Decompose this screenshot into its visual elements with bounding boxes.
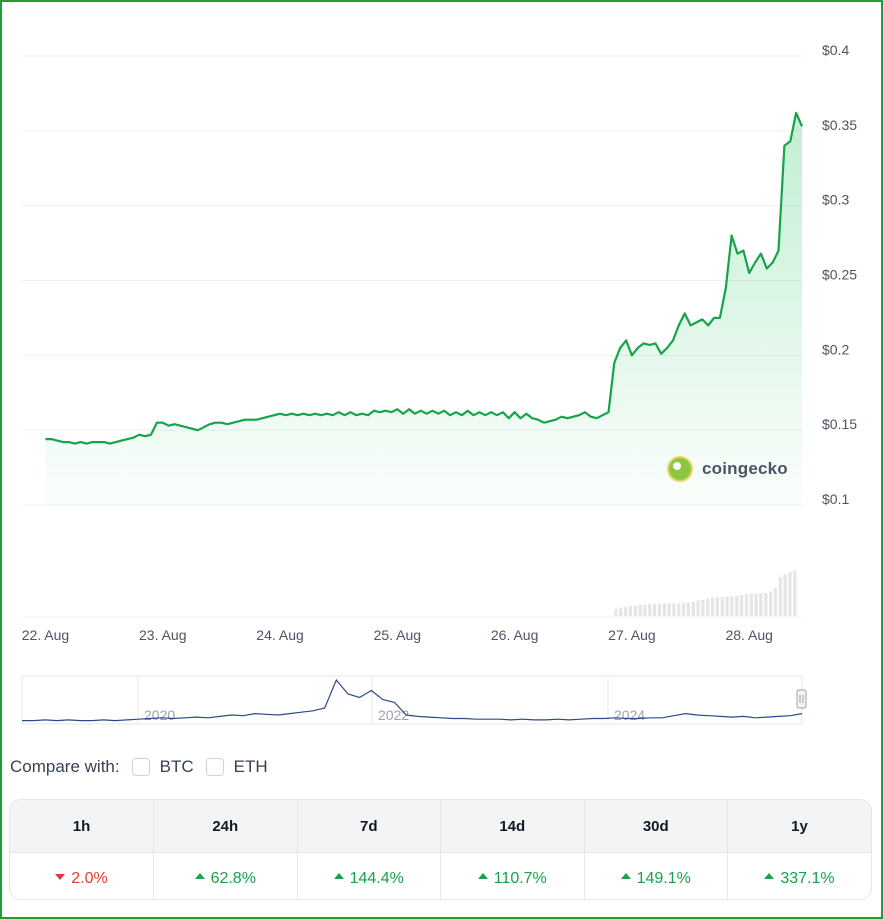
caret-up-icon	[764, 873, 775, 880]
volume-bar	[706, 598, 710, 616]
y-tick-label: $0.4	[822, 42, 849, 58]
change-1h: 2.0%	[10, 852, 154, 899]
price-line	[45, 111, 804, 445]
change-value: 144.4%	[349, 869, 404, 887]
caret-up-icon	[620, 873, 631, 880]
x-tick-label: 27. Aug	[608, 627, 656, 643]
change-24h: 62.8%	[153, 852, 298, 899]
volume-bar	[735, 595, 739, 616]
y-tick-label: $0.2	[822, 341, 849, 357]
watermark-text: coingecko	[702, 459, 788, 478]
compare-row: Compare with: BTC ETH	[10, 756, 268, 778]
volume-bar	[648, 604, 652, 616]
change-14d: 110.7%	[440, 852, 585, 899]
period-header-24h: 24h	[153, 800, 298, 853]
x-tick-label: 24. Aug	[256, 627, 304, 643]
period-header-1y: 1y	[727, 800, 871, 853]
change-value: 62.8%	[210, 869, 256, 887]
change-value: 337.1%	[780, 869, 835, 887]
volume-bar	[744, 594, 748, 616]
volume-bar	[740, 595, 744, 616]
compare-btc-checkbox[interactable]	[131, 758, 150, 776]
volume-bar	[614, 609, 618, 616]
x-tick-label: 25. Aug	[374, 627, 422, 643]
period-header-7d: 7d	[297, 800, 441, 853]
x-tick-label: 23. Aug	[139, 627, 187, 643]
volume-bar	[764, 592, 768, 616]
caret-up-icon	[194, 873, 205, 880]
volume-bar	[657, 604, 661, 616]
volume-bar	[749, 593, 753, 616]
y-tick-label: $0.25	[822, 267, 857, 283]
volume-bar	[653, 604, 657, 616]
volume-bar	[701, 599, 705, 616]
volume-bar	[788, 571, 792, 616]
volume-bar	[643, 604, 647, 616]
volume-bar	[686, 602, 690, 616]
period-header-30d: 30d	[584, 800, 728, 853]
change-value: 2.0%	[71, 869, 108, 887]
x-tick-label: 26. Aug	[491, 627, 539, 643]
volume-bar	[633, 605, 637, 616]
change-value: 110.7%	[493, 869, 547, 887]
volume-bar	[624, 606, 628, 616]
volume-bar	[696, 600, 700, 616]
volume-bar	[773, 588, 777, 616]
x-tick-label: 28. Aug	[725, 627, 773, 643]
volume-bar	[667, 603, 671, 616]
volume-bar	[720, 597, 724, 616]
compare-label: Compare with:	[10, 757, 120, 776]
y-tick-label: $0.15	[822, 416, 857, 432]
compare-btc-label[interactable]: BTC	[159, 757, 194, 776]
price-chart: $0.4 $0.35 $0.3 $0.25 $0.2 $0.15 $0.1 22. Aug 23…	[22, 42, 858, 643]
period-header-1h: 1h	[10, 800, 154, 853]
volume-bar	[783, 574, 787, 616]
y-tick-label: $0.35	[822, 117, 857, 133]
change-value: 149.1%	[636, 869, 691, 887]
compare-eth-checkbox[interactable]	[205, 758, 224, 776]
caret-down-icon	[55, 874, 66, 881]
volume-bar	[793, 570, 797, 616]
volume-bar	[619, 607, 623, 616]
performance-value-row: 2.0% 62.8% 144.4% 110.7% 149.1% 337.1%	[10, 852, 872, 900]
volume-bar	[677, 603, 681, 616]
change-7d: 144.4%	[297, 852, 441, 899]
change-30d: 149.1%	[584, 852, 728, 899]
y-tick-label: $0.1	[822, 491, 849, 507]
caret-up-icon	[333, 873, 344, 880]
change-1y: 337.1%	[728, 853, 872, 900]
price-area	[45, 112, 802, 506]
performance-table: 1h 24h 7d 14d 30d 1y 2.0% 62.8% 144.4% 1…	[9, 799, 872, 900]
volume-bar	[778, 577, 782, 616]
volume-bar	[691, 602, 695, 616]
x-tick-label: 22. Aug	[22, 627, 70, 643]
volume-bar	[715, 597, 719, 616]
y-tick-label: $0.3	[822, 192, 849, 208]
volume-bar	[754, 593, 758, 616]
caret-up-icon	[477, 873, 488, 880]
volume-bar	[672, 603, 676, 616]
volume-bar	[628, 606, 632, 616]
volume-bar	[769, 591, 773, 616]
performance-header-row: 1h 24h 7d 14d 30d 1y	[10, 800, 871, 853]
volume-bar	[730, 596, 734, 616]
volume-bar	[662, 603, 666, 616]
volume-bar	[638, 604, 642, 616]
coingecko-watermark: coingecko	[667, 456, 788, 482]
volume-bar	[759, 592, 763, 616]
period-header-14d: 14d	[440, 800, 585, 853]
volume-bar	[725, 596, 729, 616]
volume-bar	[711, 597, 715, 616]
compare-eth-label[interactable]: ETH	[233, 757, 268, 776]
gecko-logo-icon	[667, 456, 693, 482]
volume-bar	[682, 602, 686, 616]
